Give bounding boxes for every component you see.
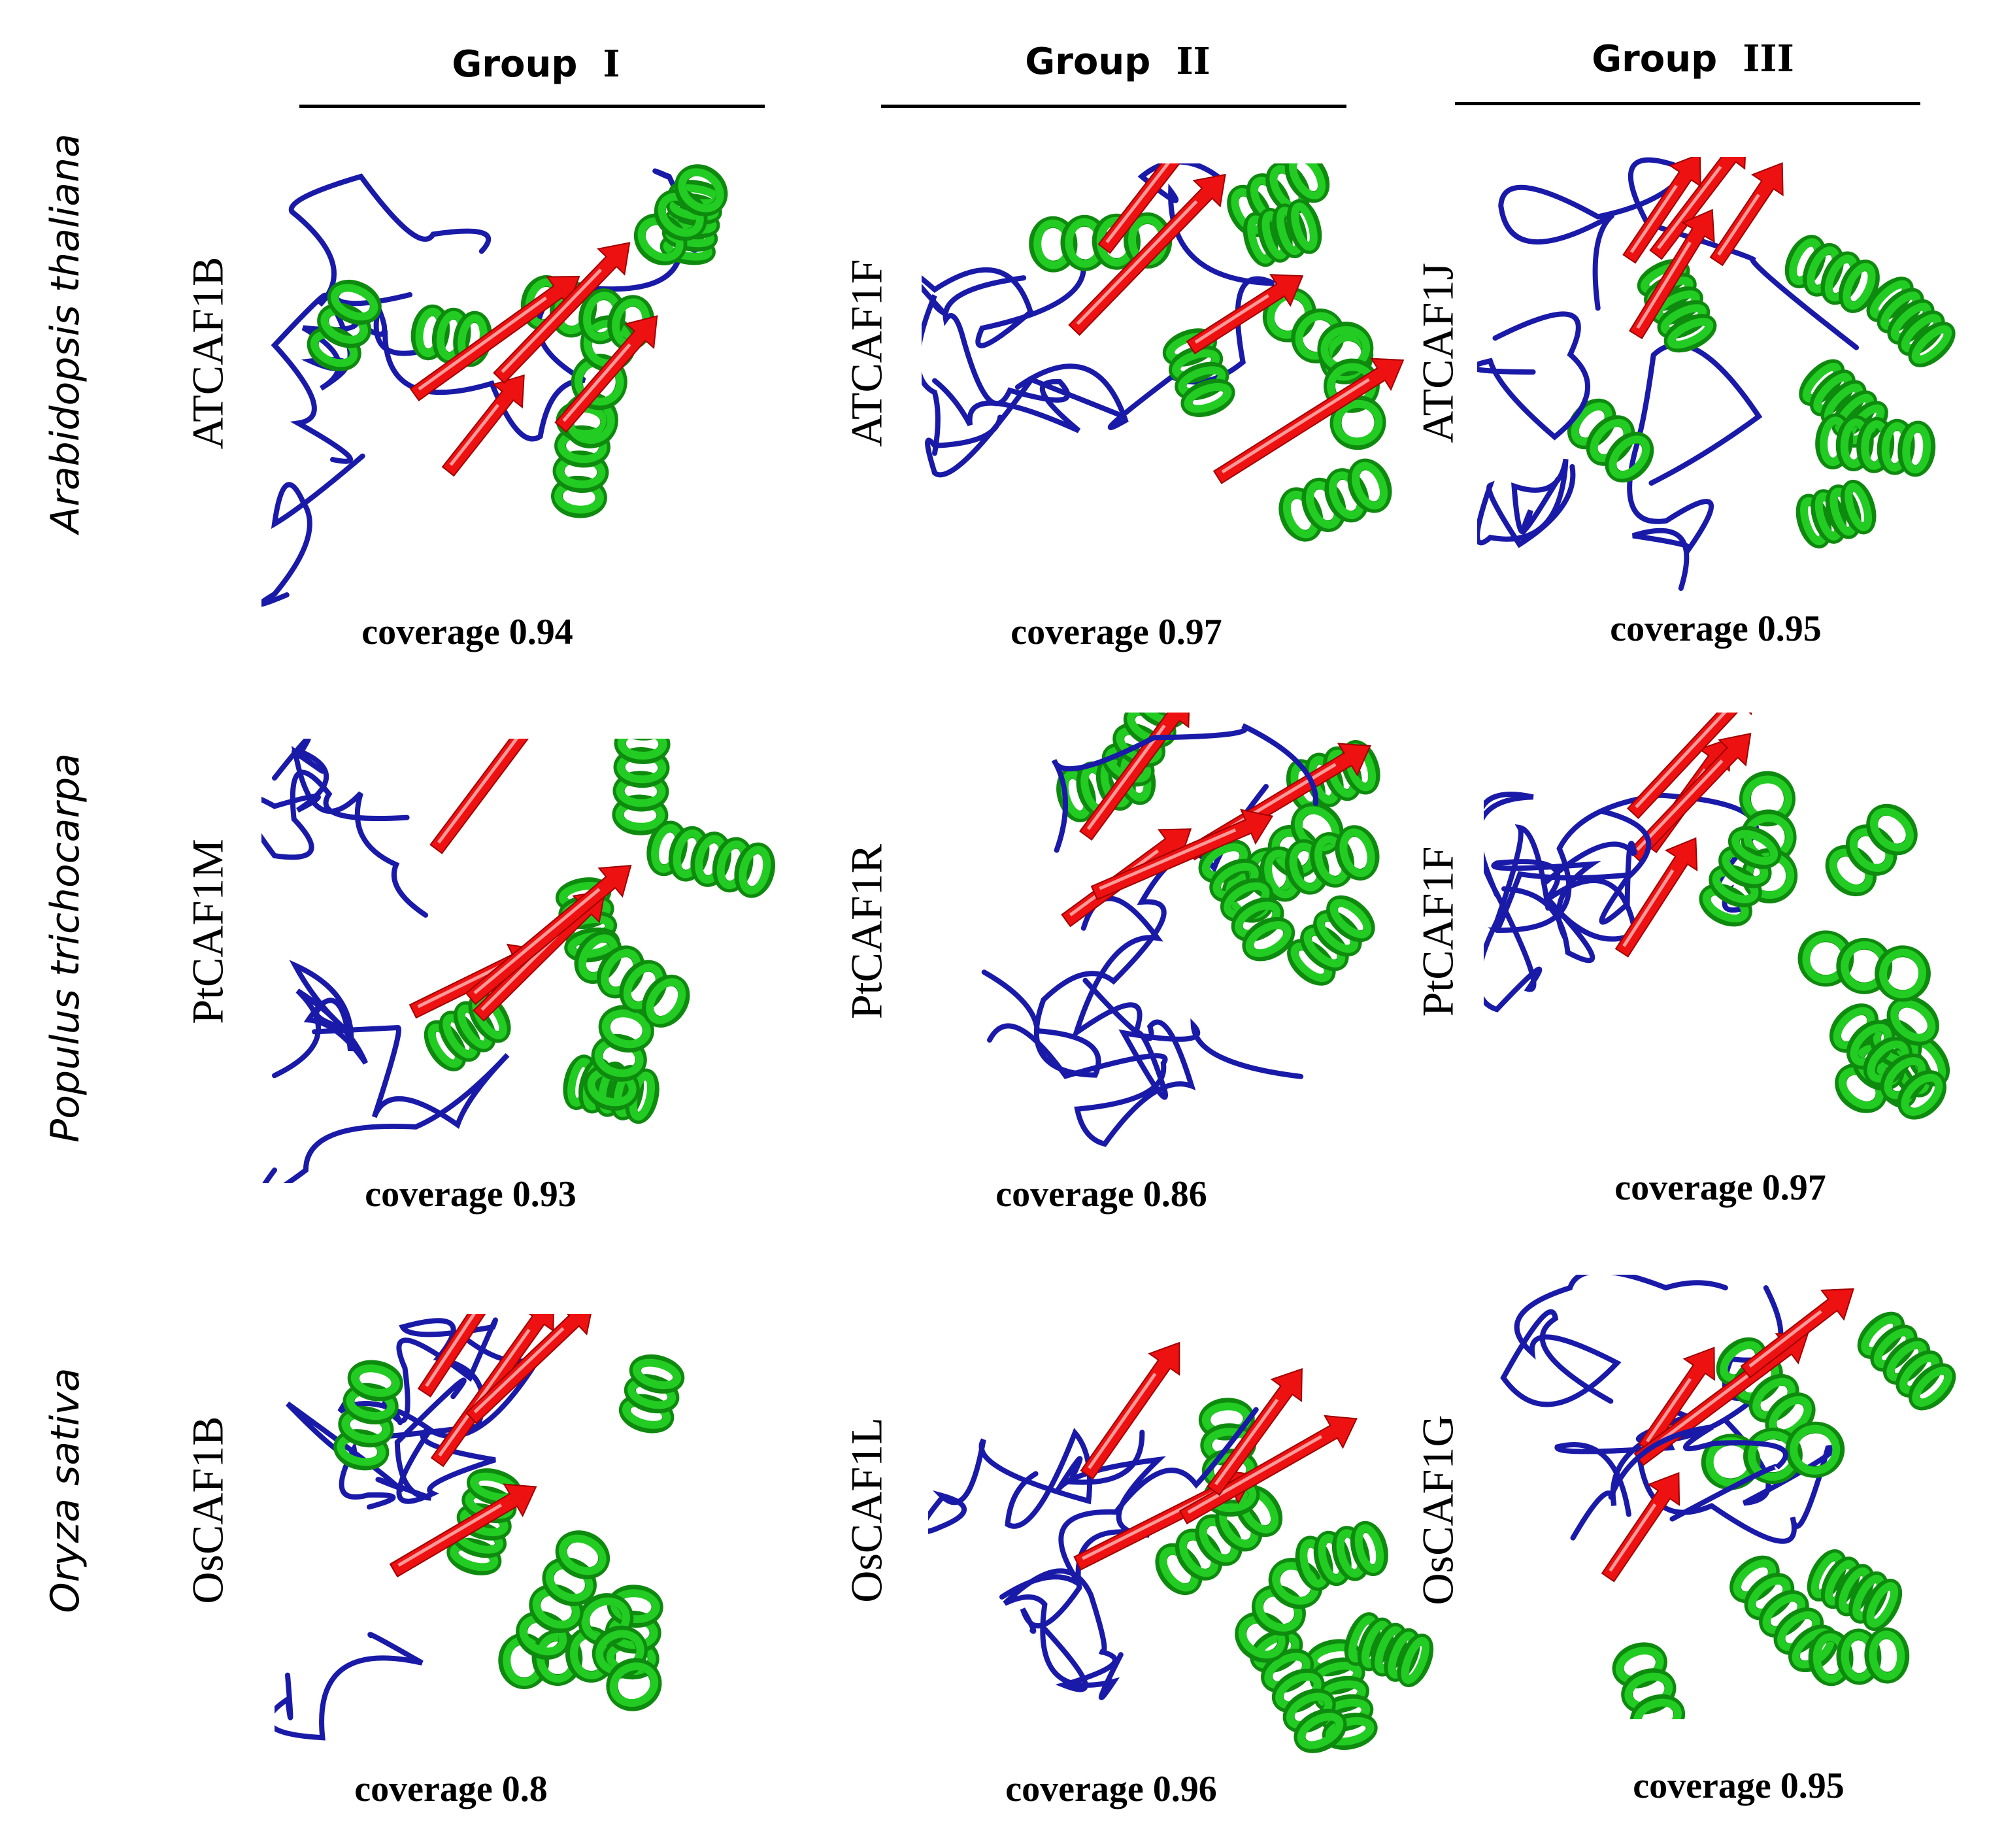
protein-label: ATCAF1F xyxy=(841,259,892,447)
protein-label: OsCAF1L xyxy=(841,1417,892,1603)
protein-structure-oscaf1b xyxy=(275,1314,685,1741)
coverage-label: coverage 0.93 xyxy=(365,1174,576,1215)
group-2-title: Group II xyxy=(1025,40,1211,83)
protein-structure-oscaf1g xyxy=(1500,1275,1956,1719)
coverage-label: coverage 0.86 xyxy=(995,1174,1207,1215)
protein-structure-ptcaf1f xyxy=(1484,713,1950,1120)
group-1-title: Group I xyxy=(452,42,620,86)
group-header-2: Group II xyxy=(882,43,1353,80)
protein-structure-oscaf1l xyxy=(928,1341,1434,1753)
coverage-label: coverage 0.95 xyxy=(1610,609,1822,649)
coverage-label: coverage 0.97 xyxy=(1010,612,1222,652)
protein-structure-atcaf1f xyxy=(922,163,1405,542)
group-header-1: Group I xyxy=(307,46,765,83)
coverage-label: coverage 0.94 xyxy=(361,612,573,652)
group-1-rule xyxy=(299,105,765,108)
coverage-label: coverage 0.96 xyxy=(1005,1769,1217,1809)
protein-structure-atcaf1j xyxy=(1477,157,1956,591)
species-label-oryza: Oryza sativa xyxy=(42,1368,88,1613)
group-2-rule xyxy=(881,105,1346,108)
protein-structure-ptcaf1m xyxy=(261,739,775,1183)
coverage-label: coverage 0.8 xyxy=(354,1769,548,1809)
coverage-label: coverage 0.95 xyxy=(1633,1766,1845,1806)
protein-structure-atcaf1b xyxy=(261,164,728,607)
protein-label: ATCAF1B xyxy=(182,256,233,450)
group-3-title: Group III xyxy=(1592,37,1794,80)
group-header-3: Group III xyxy=(1458,41,1928,78)
group-3-rule xyxy=(1455,102,1920,105)
species-label-arabidopsis: Arabidopsis thaliana xyxy=(42,133,88,533)
protein-label: OsCAF1B xyxy=(182,1416,233,1604)
protein-label: PtCAF1R xyxy=(841,843,892,1020)
coverage-label: coverage 0.97 xyxy=(1614,1168,1826,1208)
protein-structure-ptcaf1r xyxy=(981,713,1380,1147)
protein-label: PtCAF1M xyxy=(182,839,233,1024)
species-label-populus: Populus trichocarpa xyxy=(42,753,88,1143)
